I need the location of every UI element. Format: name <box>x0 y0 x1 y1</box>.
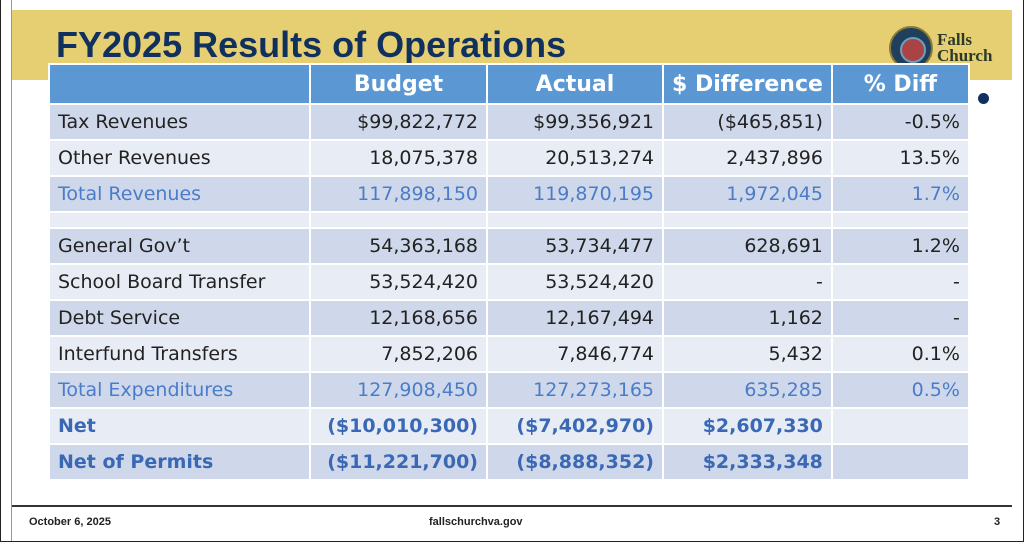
header-difference: $ Difference <box>662 63 833 105</box>
cell-value: 2,437,896 <box>662 139 833 177</box>
row-label: Total Expenditures <box>48 371 311 409</box>
cell-value <box>830 407 970 445</box>
cell-value: 1,972,045 <box>662 175 833 213</box>
cell-value: 7,846,774 <box>486 335 664 373</box>
header-cell <box>48 63 311 105</box>
cell-value: 12,167,494 <box>486 299 664 337</box>
cell-value: ($10,010,300) <box>309 407 488 445</box>
logo-line2: Church <box>937 46 993 65</box>
cell-value: $2,607,330 <box>662 407 833 445</box>
table-row: Net of Permits ($11,221,700) ($8,888,352) $… <box>48 443 970 481</box>
cell-value: 127,908,450 <box>309 371 488 409</box>
cell-value <box>830 211 970 229</box>
header-actual: Actual <box>486 63 664 105</box>
falls-church-logo: Falls Church <box>889 26 992 70</box>
cell-value: 1.7% <box>830 175 970 213</box>
row-label: Debt Service <box>48 299 311 337</box>
cell-value: 628,691 <box>662 227 833 265</box>
cell-value: 0.5% <box>830 371 970 409</box>
cell-value: 12,168,656 <box>309 299 488 337</box>
cell-value: - <box>830 299 970 337</box>
table-row: Other Revenues 18,075,378 20,513,274 2,437,… <box>48 139 970 177</box>
cell-value: 53,524,420 <box>309 263 488 301</box>
cell-value <box>486 211 664 229</box>
cell-value: 20,513,274 <box>486 139 664 177</box>
cell-value: $2,333,348 <box>662 443 833 481</box>
table-row <box>48 211 970 229</box>
cell-value: 54,363,168 <box>309 227 488 265</box>
table-row: School Board Transfer 53,524,420 53,524,42… <box>48 263 970 301</box>
footer-page: 3 <box>994 516 1001 528</box>
logo-line1: Falls <box>937 30 972 49</box>
table-row: Debt Service 12,168,656 12,167,494 1,162- <box>48 299 970 337</box>
results-table: Budget Actual $ Difference % Diff Tax Re… <box>48 63 970 481</box>
row-label: Tax Revenues <box>48 103 311 141</box>
row-label: Interfund Transfers <box>48 335 311 373</box>
cell-value: 13.5% <box>830 139 970 177</box>
cell-value: 635,285 <box>662 371 833 409</box>
cell-value: 7,852,206 <box>309 335 488 373</box>
table-row: Total Expenditures 127,908,450 127,273,165… <box>48 371 970 409</box>
cell-value: 1,162 <box>662 299 833 337</box>
header-budget: Budget <box>309 63 488 105</box>
border-line <box>11 0 12 541</box>
cell-value: - <box>830 263 970 301</box>
cell-value: ($7,402,970) <box>486 407 664 445</box>
cell-value: 0.1% <box>830 335 970 373</box>
row-label: General Gov’t <box>48 227 311 265</box>
row-label <box>48 211 311 229</box>
cell-value: 53,734,477 <box>486 227 664 265</box>
cell-value: $99,822,772 <box>309 103 488 141</box>
footer-site: fallschurchva.gov <box>429 516 523 528</box>
cell-value: - <box>662 263 833 301</box>
cell-value <box>830 443 970 481</box>
cell-value: $99,356,921 <box>486 103 664 141</box>
navy-dot-icon <box>978 93 989 104</box>
cell-value: 1.2% <box>830 227 970 265</box>
row-label: Total Revenues <box>48 175 311 213</box>
cell-value <box>309 211 488 229</box>
cell-value: ($11,221,700) <box>309 443 488 481</box>
header-row: Budget Actual $ Difference % Diff <box>48 63 970 105</box>
cell-value: 18,075,378 <box>309 139 488 177</box>
row-label: School Board Transfer <box>48 263 311 301</box>
footer-date: October 6, 2025 <box>29 516 111 528</box>
cell-value: ($8,888,352) <box>486 443 664 481</box>
row-label: Other Revenues <box>48 139 311 177</box>
cell-value: 5,432 <box>662 335 833 373</box>
slide-title: FY2025 Results of Operations <box>56 24 567 65</box>
table-row: Interfund Transfers 7,852,206 7,846,774 5,4… <box>48 335 970 373</box>
footer-divider <box>12 505 1012 507</box>
row-label: Net <box>48 407 311 445</box>
city-seal-icon <box>889 26 933 70</box>
row-label: Net of Permits <box>48 443 311 481</box>
cell-value: ($465,851) <box>662 103 833 141</box>
table-row: Total Revenues 117,898,150 119,870,195 1,97… <box>48 175 970 213</box>
header-pct-diff: % Diff <box>830 63 970 105</box>
cell-value: -0.5% <box>830 103 970 141</box>
cell-value: 53,524,420 <box>486 263 664 301</box>
cell-value: 117,898,150 <box>309 175 488 213</box>
cell-value <box>662 211 833 229</box>
table-row: Tax Revenues $99,822,772 $99,356,921 ($465,… <box>48 103 970 141</box>
table-row: Net ($10,010,300) ($7,402,970) $2,607,330 <box>48 407 970 445</box>
cell-value: 119,870,195 <box>486 175 664 213</box>
table-row: General Gov’t 54,363,168 53,734,477 628,691… <box>48 227 970 265</box>
cell-value: 127,273,165 <box>486 371 664 409</box>
